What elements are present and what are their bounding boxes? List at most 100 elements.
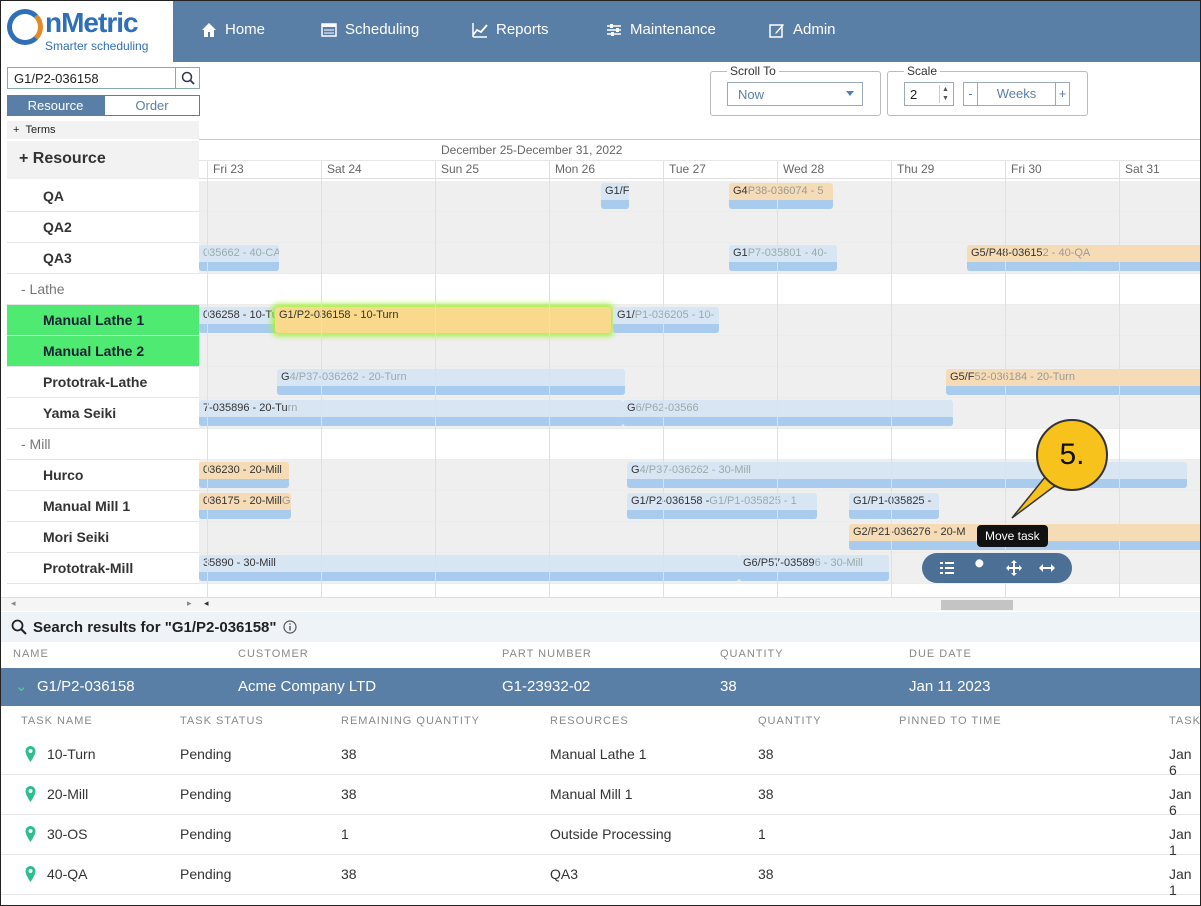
col-pinned-to-time[interactable]: PINNED TO TIME [899, 715, 1002, 727]
task-bar[interactable]: G6/P57-035896 - 30-Mill [739, 555, 889, 581]
nav-maintenance[interactable]: Maintenance [606, 21, 716, 38]
col-due-date[interactable]: DUE DATE [909, 648, 972, 660]
scale-number-input[interactable]: 2 ▲ ▼ [904, 82, 954, 106]
nav-home[interactable]: Home [201, 21, 265, 38]
resource-row[interactable]: Mori Seiki [7, 522, 199, 553]
task-bar-label: G [627, 402, 636, 414]
expand-icon: + [19, 150, 33, 167]
info-icon[interactable] [282, 620, 297, 634]
nav-scheduling[interactable]: Scheduling [321, 21, 419, 38]
task-bar[interactable]: G6/P62-03566 [623, 400, 953, 426]
scrollbar-thumb[interactable] [941, 600, 1013, 610]
task-cell-date: Jan 6 [1169, 746, 1192, 778]
task-cell-qty: 38 [758, 866, 774, 882]
task-bar[interactable]: 7-035896 - 20-Turn [199, 400, 623, 426]
resource-row[interactable]: QA3 [7, 243, 199, 274]
task-bar[interactable]: G1/P2-036158 - 10-Turn [275, 307, 611, 333]
task-row[interactable]: 10-Turn Pending 38 Manual Lathe 1 38 Jan 6 [1, 735, 1200, 778]
expand-icon: + [13, 124, 26, 136]
day-header: Thu 29 [897, 162, 935, 176]
col-name[interactable]: NAME [13, 648, 49, 660]
search-button[interactable] [175, 67, 200, 89]
col-task-quantity[interactable]: QUANTITY [758, 715, 822, 727]
terms-toggle[interactable]: + Terms [7, 121, 199, 139]
col-task-status[interactable]: TASK STATUS [180, 715, 264, 727]
task-bar-sublabel: 6 - 30-Mill [814, 557, 863, 569]
day-header: Sat 24 [327, 162, 362, 176]
map-pin-icon[interactable] [25, 826, 36, 842]
task-bar[interactable]: G5/P48-036152 - 40-QA [967, 245, 1200, 271]
wrench-icon[interactable] [971, 559, 989, 577]
tab-order[interactable]: Order [104, 95, 200, 116]
resource-row[interactable]: Prototrak-Lathe [7, 367, 199, 398]
nav-admin[interactable]: Admin [769, 21, 836, 38]
chevron-down-icon[interactable]: ⌄ [15, 678, 28, 695]
order-row[interactable]: ⌄ G1/P2-036158 Acme Company LTD G1-23932… [1, 668, 1200, 706]
task-bar-sublabel: 52-036184 - 20-Turn [974, 371, 1075, 383]
resource-column-header[interactable]: + Resource [7, 141, 199, 179]
task-cell-date: Jan 1 [1169, 866, 1192, 898]
task-cell-remaining: 1 [341, 826, 349, 842]
resource-group[interactable]: - Lathe [7, 274, 199, 305]
map-pin-icon[interactable] [25, 746, 36, 762]
resource-row[interactable]: Manual Lathe 2 [7, 336, 199, 367]
col-quantity[interactable]: QUANTITY [720, 648, 784, 660]
col-task-date[interactable]: TASK [1169, 715, 1201, 727]
task-row[interactable]: 30-OS Pending 1 Outside Processing 1 Jan 1 [1, 815, 1200, 858]
scroll-to-select[interactable]: Now [727, 82, 863, 106]
tab-resource[interactable]: Resource [7, 95, 104, 116]
col-resources[interactable]: RESOURCES [550, 715, 629, 727]
task-bar[interactable]: G1/FG2/P16-03623 [601, 183, 629, 209]
task-details-icon[interactable] [938, 559, 956, 577]
col-customer[interactable]: CUSTOMER [238, 648, 309, 660]
resource-row[interactable]: QA [7, 181, 199, 212]
task-bar[interactable]: 036230 - 20-Mill [199, 462, 289, 488]
task-row[interactable]: 20-Mill Pending 38 Manual Mill 1 38 Jan 6 [1, 775, 1200, 818]
task-bar[interactable]: 35890 - 30-Mill [199, 555, 739, 581]
day-gridline [663, 161, 664, 597]
move-icon[interactable] [1005, 559, 1023, 577]
task-bar[interactable]: G4P38-036074 - 5 [729, 183, 833, 209]
scroll-left-icon[interactable]: ◂ [204, 598, 209, 608]
task-bar[interactable]: 035662 - 40-CA [199, 245, 279, 271]
day-gridline [777, 161, 778, 597]
task-row[interactable]: 40-QA Pending 38 QA3 38 Jan 1 [1, 855, 1200, 898]
task-bar[interactable]: G1P7-035801 - 40- [729, 245, 837, 271]
col-part-number[interactable]: PART NUMBER [502, 648, 592, 660]
nav-reports[interactable]: Reports [472, 21, 549, 38]
task-progress-fill [199, 417, 623, 426]
task-bar[interactable]: G5/F52-036184 - 20-Turn [946, 369, 1200, 395]
scroll-right-icon[interactable]: ▸ [187, 598, 192, 608]
scale-plus-button[interactable]: + [1055, 82, 1070, 106]
resource-row[interactable]: QA2 [7, 212, 199, 243]
resource-row[interactable]: Manual Mill 1 [7, 491, 199, 522]
scale-minus-button[interactable]: - [963, 82, 978, 106]
task-bar[interactable]: G1/P1-036205 - 10- [613, 307, 719, 333]
search-results-header: Search results for "G1/P2-036158" [1, 612, 1200, 642]
resource-row[interactable]: Manual Lathe 1 [7, 305, 199, 336]
task-progress-fill [601, 200, 629, 209]
task-bar-sublabel: rn [287, 402, 298, 414]
horizontal-scrollbar[interactable]: ◂ ▸ ◂ [1, 597, 1200, 611]
resource-row[interactable]: Hurco [7, 460, 199, 491]
task-bar-label: G2/P21-036276 - 20-M [853, 526, 966, 538]
resize-icon[interactable] [1038, 559, 1056, 577]
task-bar[interactable]: G4/P37-036262 - 20-Turn [277, 369, 625, 395]
logo[interactable]: nMetric Smarter scheduling [1, 1, 173, 62]
col-remaining-quantity[interactable]: REMAINING QUANTITY [341, 715, 481, 727]
task-bar[interactable]: 036175 - 20-MillG1/P11-036258 - 20-Mill [199, 493, 291, 519]
col-task-name[interactable]: TASK NAME [21, 715, 93, 727]
map-pin-icon[interactable] [25, 866, 36, 882]
task-bar[interactable]: G1/P2-036158 -G1/P1-035825 - 1 [627, 493, 817, 519]
resource-row[interactable]: Prototrak-Mill [7, 553, 199, 584]
task-cell-resource: Manual Mill 1 [550, 786, 633, 802]
gantt-chart[interactable]: December 25-December 31, 2022 Fri 23 Sat … [199, 119, 1200, 597]
task-bar[interactable]: 036258 - 10-Tu [199, 307, 281, 333]
map-pin-icon[interactable] [25, 786, 36, 802]
task-progress-fill [277, 386, 625, 395]
resource-group[interactable]: - Mill [7, 429, 199, 460]
search-input[interactable]: G1/P2-036158 [7, 67, 179, 89]
scroll-left-icon[interactable]: ◂ [11, 598, 16, 608]
resource-row[interactable]: Yama Seiki [7, 398, 199, 429]
task-bar[interactable]: G1/P1-035825 - [849, 493, 939, 519]
